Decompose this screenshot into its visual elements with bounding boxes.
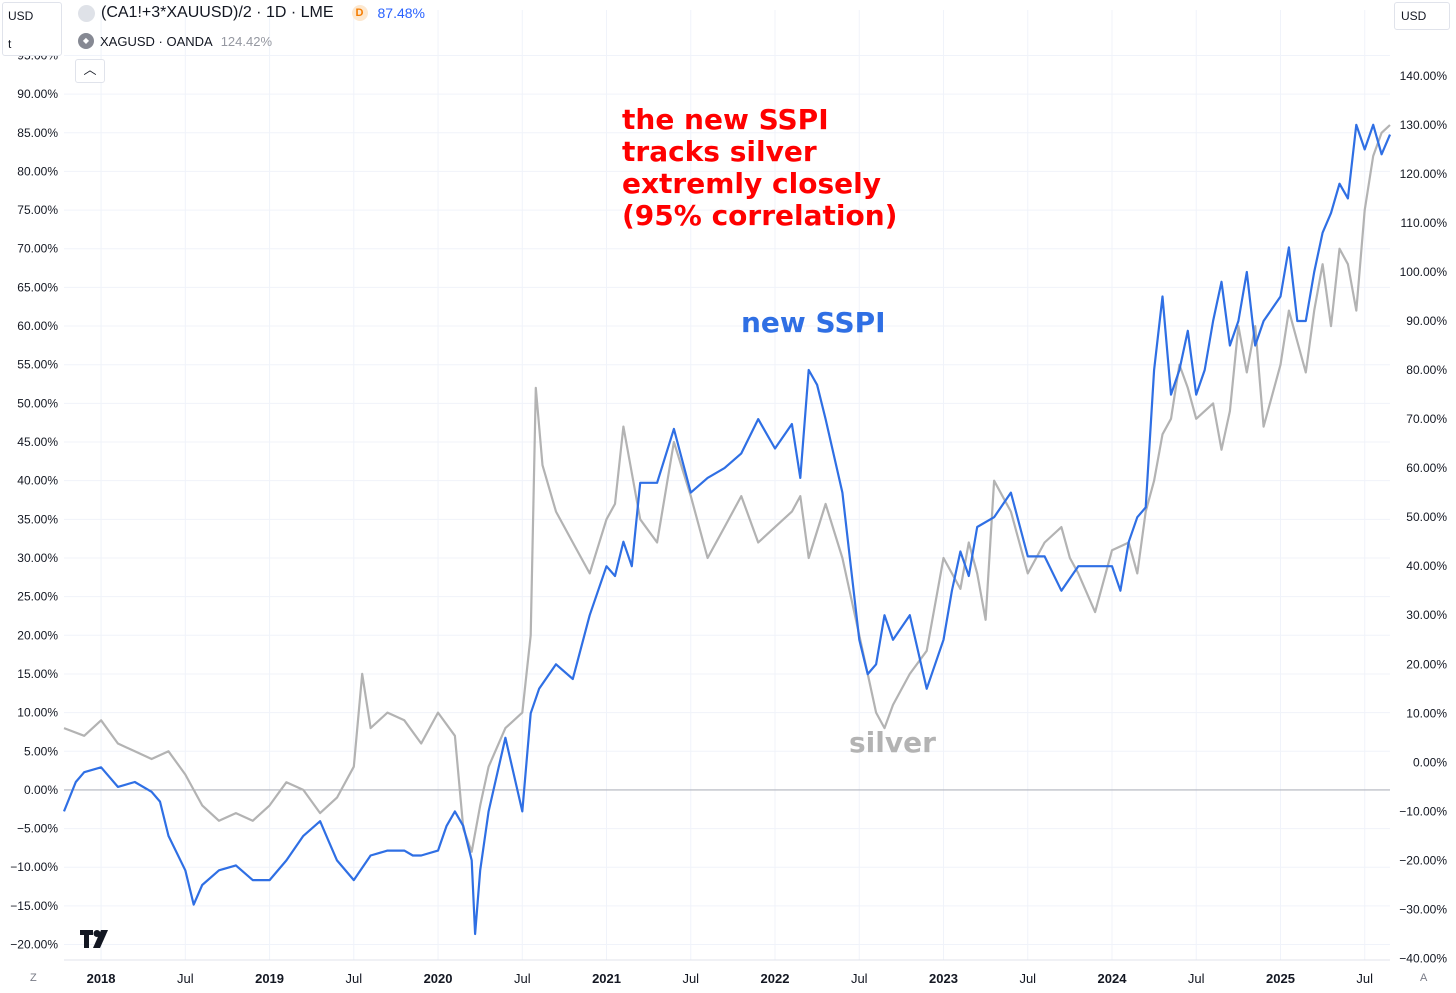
left-axis-tick-label: −10.00% [10,860,58,874]
left-axis-tick-label: 0.00% [24,783,58,797]
horizontal-gridlines [64,54,1390,946]
left-axis-tick-label: 80.00% [17,164,58,178]
symbol-logo-icon [78,4,95,22]
right-axis-tick-label: 110.00% [1401,216,1448,230]
left-axis-tick-label: 90.00% [17,87,58,101]
oanda-icon: ◆ [78,33,94,49]
annotation-text: the new SSPI tracks silver extremly clos… [622,104,897,232]
left-axis-tick-label: 60.00% [17,319,58,333]
left-axis-tick-label: 75.00% [17,203,58,217]
left-axis-tick-label: 85.00% [17,126,58,140]
time-axis-tick-label: Jul [1019,971,1036,986]
right-axis-tick-label: 90.00% [1406,314,1447,328]
right-axis-tick-label: 10.00% [1406,706,1447,720]
left-axis-tick-label: 55.00% [17,358,58,372]
silver-series-label: silver [849,726,936,759]
annotation-line: tracks silver [622,135,817,168]
right-axis-tick-label: −30.00% [1399,902,1447,916]
legend-silver-value: 124.42% [220,33,273,49]
annotation-line: (95% correlation) [622,199,898,232]
right-axis-tick-label: 120.00% [1400,167,1448,181]
left-axis-tick-label: 10.00% [17,706,58,720]
right-axis-tick-label: −40.00% [1399,952,1447,966]
annotation-line: extremly closely [622,167,881,200]
left-axis-tick-label: −5.00% [17,822,58,836]
annotation-line: the new SSPI [622,103,829,136]
left-axis-tick-label: 15.00% [17,667,58,681]
left-axis-tick-label: 65.00% [17,280,58,294]
left-axis-tick-label: 25.00% [17,590,58,604]
time-axis-tick-label: 2023 [929,971,958,986]
left-axis-tick-label: 45.00% [17,435,58,449]
time-axis-tick-label: 2020 [424,971,453,986]
right-axis-tick-label: 40.00% [1406,559,1447,573]
time-axis-tick-label: Jul [1188,971,1205,986]
auto-scale-button[interactable]: A [1420,972,1428,984]
left-price-axis: 95.00%90.00%85.00%80.00%75.00%70.00%65.0… [10,48,58,951]
time-axis: 2018 Jul 2019 Jul 2020 Jul 2021 Jul 2022 Jul 2023 J… [87,971,1374,986]
legend-sspi-title: (CA1!+3*XAUUSD)/2 · 1D · LME [101,4,334,21]
right-price-axis: 140.00% 130.00% 120.00% 110.00% 100.00% 90.00… [1399,69,1447,966]
right-axis-tick-label: 50.00% [1406,510,1447,524]
left-axis-tick-label: −15.00% [10,899,58,913]
time-axis-tick-label: 2018 [87,971,116,986]
right-axis-tick-label: 30.00% [1406,608,1447,622]
silver-series-line [63,124,1391,853]
time-axis-tick-label: 2022 [761,971,790,986]
tradingview-logo[interactable] [80,928,114,954]
left-currency-selector[interactable]: USD t [2,2,62,56]
vertical-gridlines [100,10,1366,960]
legend-series-sspi[interactable]: (CA1!+3*XAUUSD)/2 · 1D · LME D 87.48% [78,4,425,22]
time-axis-tick-label: 2021 [592,971,621,986]
legend-series-silver[interactable]: ◆ XAGUSD · OANDA 124.42% [78,33,272,49]
time-axis-tick-label: 2025 [1266,971,1295,986]
left-currency-sub-label: t [8,37,12,51]
legend-silver-title: XAGUSD · OANDA [100,33,213,49]
right-axis-tick-label: 70.00% [1406,412,1447,426]
time-axis-tick-label: 2019 [255,971,284,986]
time-axis-tick-label: 2024 [1098,971,1128,986]
right-currency-selector[interactable]: USD [1394,2,1450,30]
time-axis-tick-label: Jul [514,971,531,986]
right-axis-tick-label: −20.00% [1399,853,1447,867]
time-axis-tick-label: Jul [177,971,194,986]
left-axis-tick-label: 5.00% [24,744,58,758]
left-currency-label: USD [8,9,34,23]
chevron-up-icon[interactable]: ︿ [75,59,105,83]
sspi-series-line [62,123,1392,936]
right-axis-tick-label: 60.00% [1406,461,1447,475]
right-axis-tick-label: 20.00% [1406,657,1447,671]
left-axis-tick-label: −20.00% [10,938,58,952]
tradingview-logo-icon [80,930,108,948]
sspi-series-label: new SSPI [741,306,886,339]
left-axis-tick-label: 70.00% [17,242,58,256]
legend-sspi-value: 87.48% [377,5,425,21]
left-axis-tick-label: 50.00% [17,396,58,410]
time-axis-tick-label: Jul [851,971,868,986]
left-axis-tick-label: 35.00% [17,512,58,526]
right-currency-label: USD [1401,9,1427,23]
right-axis-tick-label: 100.00% [1400,265,1448,279]
right-axis-tick-label: 130.00% [1400,118,1448,132]
right-axis-tick-label: 0.00% [1413,755,1447,769]
left-axis-tick-label: 30.00% [17,551,58,565]
left-axis-tick-label: 20.00% [17,628,58,642]
corner-left-button[interactable]: Z [30,972,37,984]
right-axis-tick-label: 80.00% [1406,363,1447,377]
right-axis-tick-label: 140.00% [1400,69,1448,83]
data-delay-badge[interactable]: D [351,5,368,21]
left-axis-tick-label: 40.00% [17,474,58,488]
time-axis-tick-label: Jul [345,971,362,986]
time-axis-tick-label: Jul [1356,971,1373,986]
time-axis-tick-label: Jul [682,971,699,986]
right-axis-tick-label: −10.00% [1399,804,1447,818]
